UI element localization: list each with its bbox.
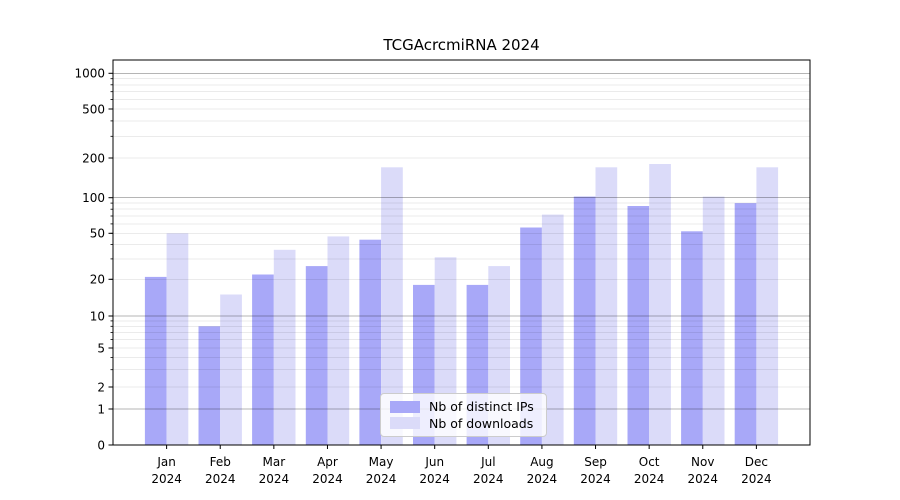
legend-swatch-downloads bbox=[390, 417, 420, 430]
legend: Nb of distinct IPs Nb of downloads bbox=[380, 393, 547, 437]
plot-area bbox=[112, 59, 811, 446]
legend-label-distinct-ips: Nb of distinct IPs bbox=[429, 399, 534, 414]
y-tick-label-20: 20 bbox=[90, 273, 105, 287]
bar-downloads-oct bbox=[649, 164, 671, 445]
x-tick-label-may: May bbox=[369, 455, 394, 469]
x-tick-label-aug: Aug bbox=[530, 455, 553, 469]
bar-downloads-dec bbox=[756, 167, 779, 446]
y-tick-label-1: 1 bbox=[97, 402, 105, 416]
bar-downloads-mar bbox=[273, 249, 296, 445]
y-tick-label-5: 5 bbox=[97, 341, 105, 355]
x-tick-label-year-dec: 2024 bbox=[741, 472, 772, 486]
bar-distinct-ips-apr bbox=[305, 266, 328, 445]
x-tick-label-nov: Nov bbox=[691, 455, 714, 469]
x-tick-label-year-feb: 2024 bbox=[205, 472, 236, 486]
bar-downloads-nov bbox=[702, 196, 725, 445]
y-tick-label-0: 0 bbox=[97, 438, 105, 452]
x-tick-label-year-nov: 2024 bbox=[687, 472, 718, 486]
legend-item-downloads: Nb of downloads bbox=[390, 417, 546, 431]
bar-distinct-ips-sep bbox=[573, 196, 596, 445]
y-tick-label-2: 2 bbox=[97, 380, 105, 394]
x-tick-label-year-aug: 2024 bbox=[527, 472, 558, 486]
x-tick-label-year-oct: 2024 bbox=[634, 472, 665, 486]
legend-item-distinct-ips: Nb of distinct IPs bbox=[390, 400, 546, 414]
x-tick-label-year-sep: 2024 bbox=[580, 472, 611, 486]
x-tick-label-apr: Apr bbox=[317, 455, 338, 469]
bar-distinct-ips-feb bbox=[198, 326, 221, 445]
x-tick-label-sep: Sep bbox=[584, 455, 607, 469]
bar-distinct-ips-nov bbox=[681, 231, 703, 445]
legend-label-downloads: Nb of downloads bbox=[429, 415, 534, 431]
chart-title: TCGAcrcmiRNA 2024 bbox=[383, 36, 540, 54]
bar-downloads-sep bbox=[595, 167, 618, 446]
x-tick-label-jul: Jul bbox=[480, 455, 495, 469]
x-tick-label-year-mar: 2024 bbox=[259, 472, 290, 486]
x-tick-label-oct: Oct bbox=[639, 455, 660, 469]
x-tick-label-mar: Mar bbox=[263, 455, 286, 469]
y-tick-label-50: 50 bbox=[90, 227, 105, 241]
y-tick-label-500: 500 bbox=[82, 102, 105, 116]
bar-distinct-ips-jan bbox=[144, 276, 167, 445]
bar-distinct-ips-dec bbox=[734, 203, 757, 445]
x-tick-label-year-jul: 2024 bbox=[473, 472, 504, 486]
bar-downloads-apr bbox=[327, 236, 350, 445]
bar-downloads-jan bbox=[166, 233, 189, 445]
y-tick-label-100: 100 bbox=[82, 191, 105, 205]
bar-distinct-ips-oct bbox=[627, 206, 650, 445]
bar-downloads-aug bbox=[541, 214, 564, 445]
bar-downloads-may bbox=[381, 167, 403, 446]
bar-downloads-feb bbox=[220, 294, 242, 445]
bar-distinct-ips-aug bbox=[520, 227, 542, 445]
y-tick-label-1000: 1000 bbox=[74, 67, 105, 81]
x-tick-label-year-jan: 2024 bbox=[151, 472, 182, 486]
x-tick-label-year-apr: 2024 bbox=[312, 472, 343, 486]
y-tick-label-10: 10 bbox=[90, 309, 105, 323]
x-tick-label-year-jun: 2024 bbox=[419, 472, 450, 486]
legend-swatch-distinct-ips bbox=[390, 400, 420, 413]
bar-distinct-ips-mar bbox=[252, 274, 274, 445]
x-tick-label-feb: Feb bbox=[210, 455, 231, 469]
x-tick-label-jan: Jan bbox=[156, 455, 176, 469]
x-tick-label-year-may: 2024 bbox=[366, 472, 397, 486]
x-tick-label-dec: Dec bbox=[745, 455, 768, 469]
y-tick-label-200: 200 bbox=[82, 151, 105, 165]
x-tick-label-jun: Jun bbox=[424, 455, 444, 469]
bar-distinct-ips-may bbox=[359, 239, 382, 445]
